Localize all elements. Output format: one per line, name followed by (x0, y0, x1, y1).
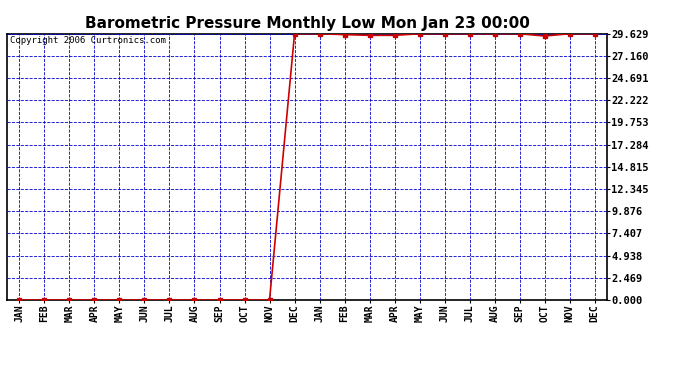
Title: Barometric Pressure Monthly Low Mon Jan 23 00:00: Barometric Pressure Monthly Low Mon Jan … (85, 16, 529, 31)
Text: Copyright 2006 Curtronics.com: Copyright 2006 Curtronics.com (10, 36, 166, 45)
